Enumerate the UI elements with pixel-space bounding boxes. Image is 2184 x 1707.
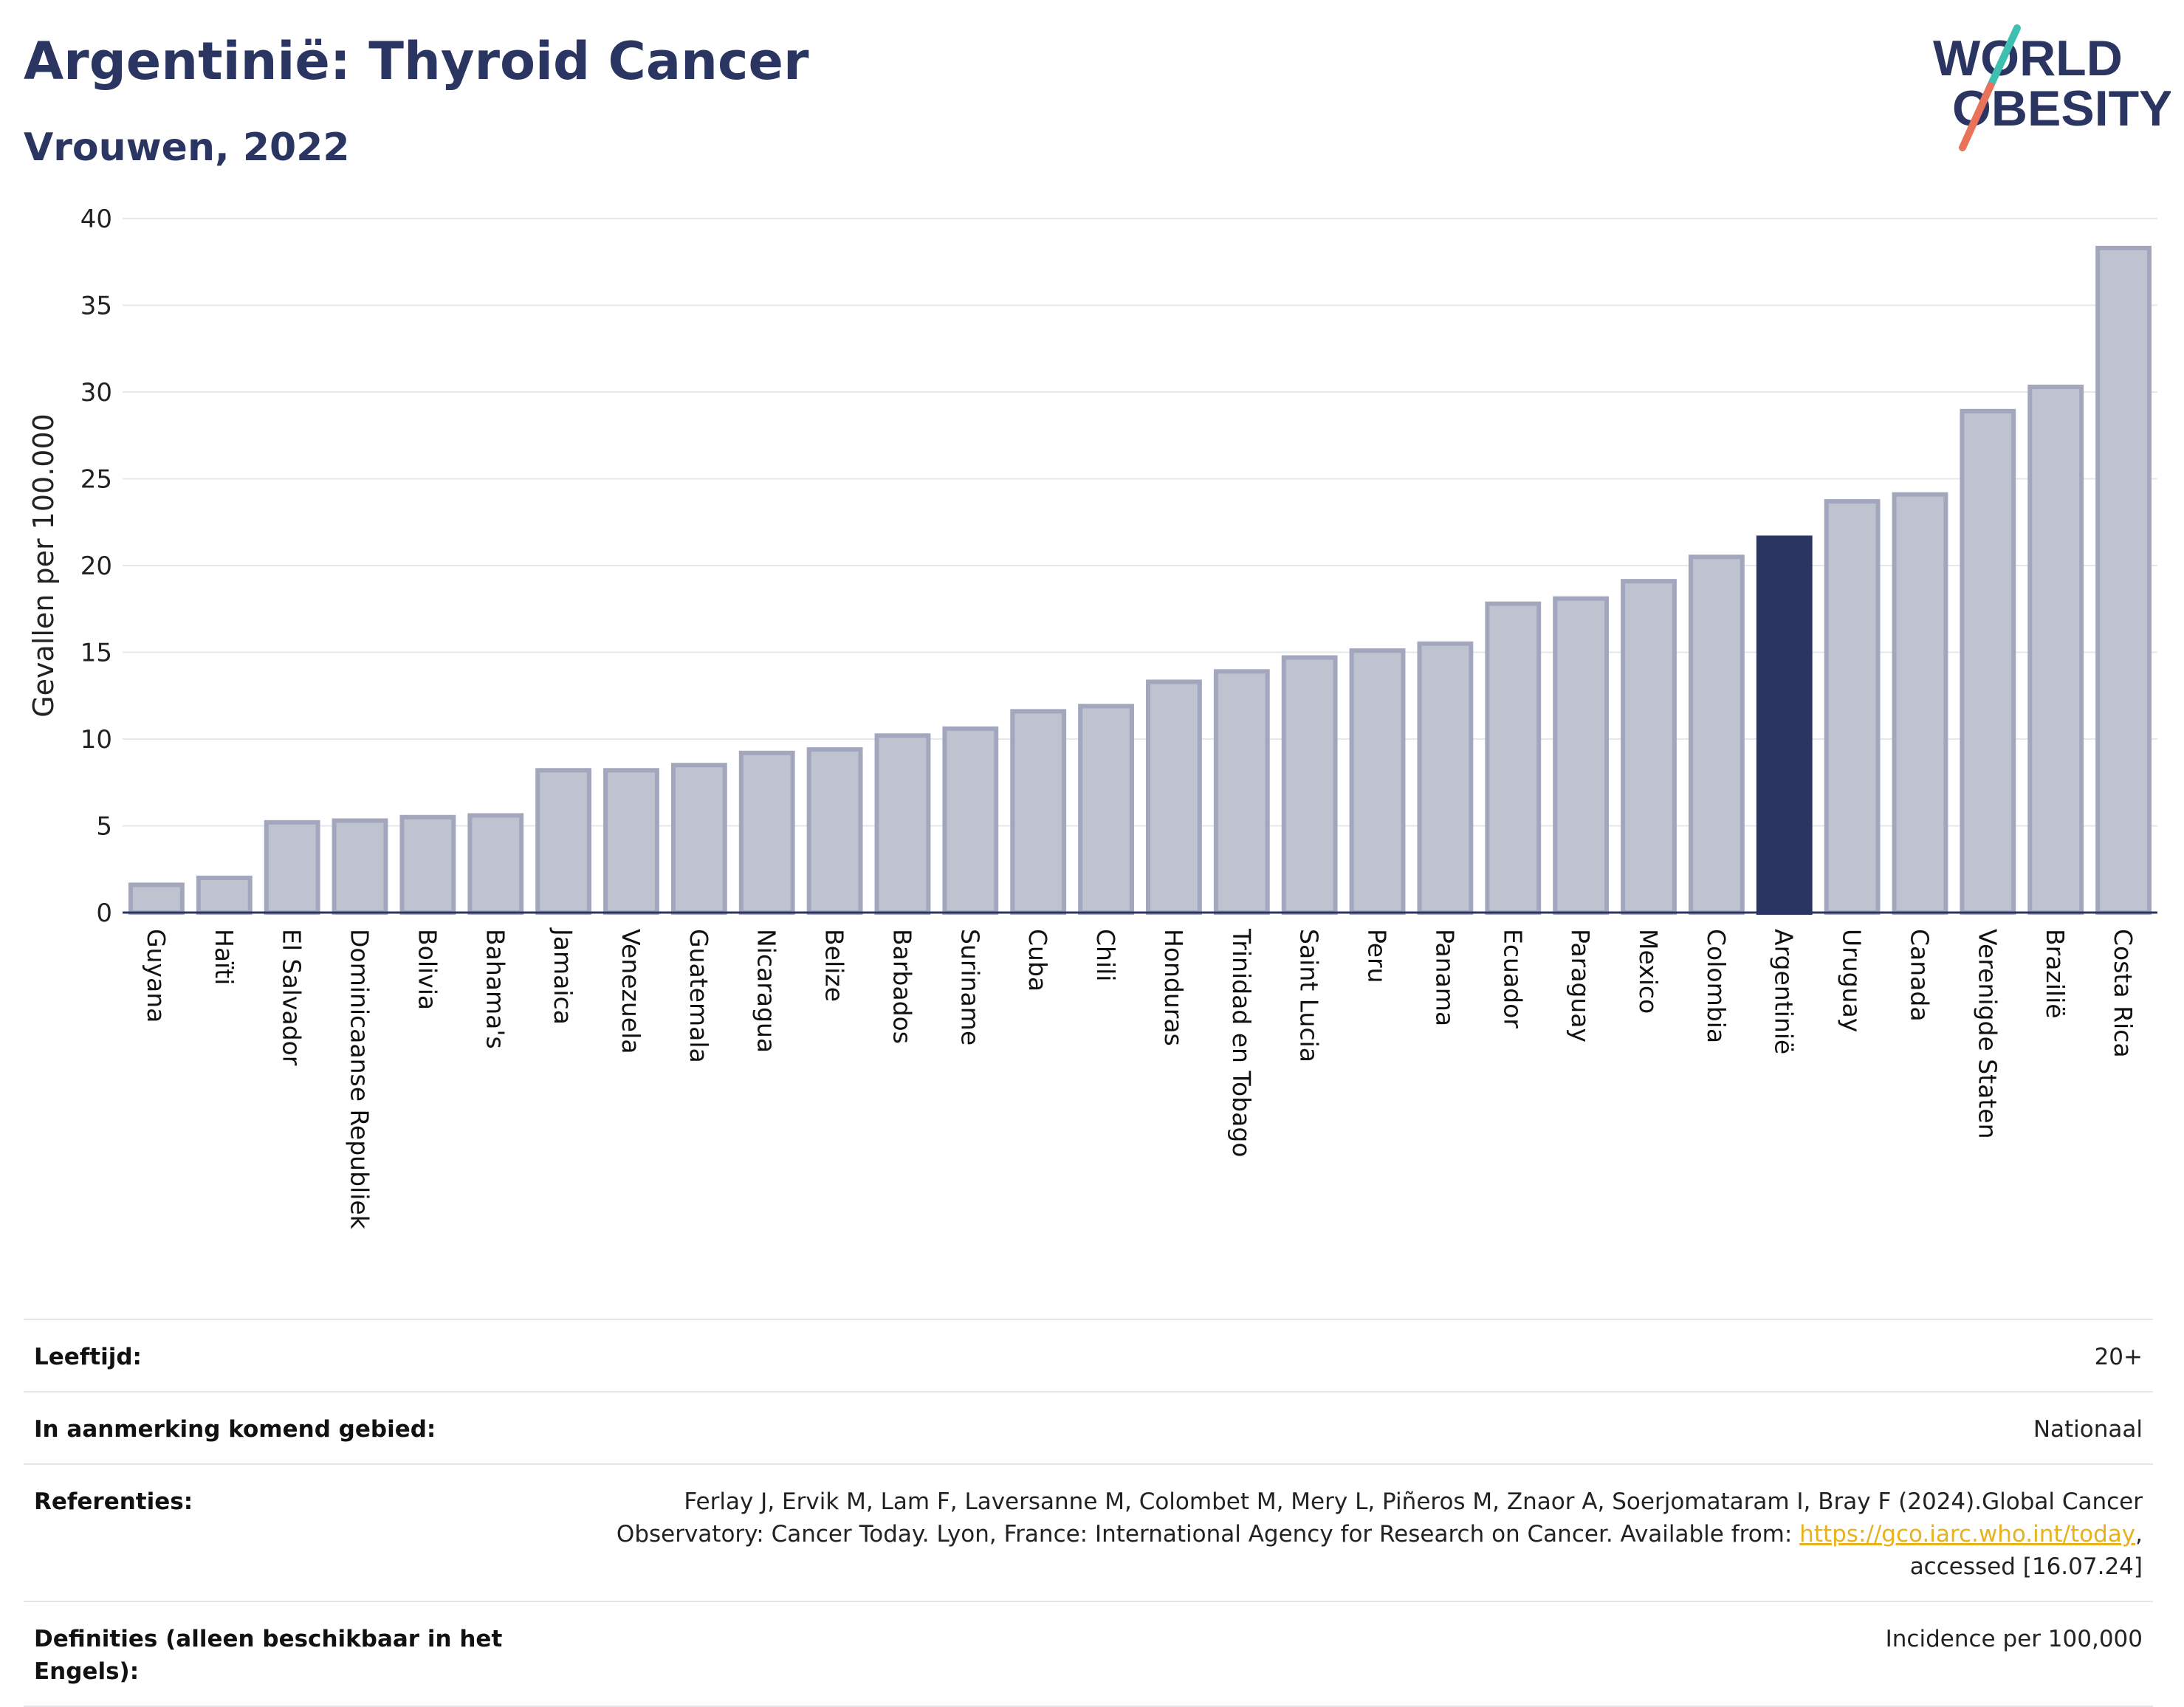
x-tick-label: Guatemala: [684, 929, 713, 1063]
bar: [1621, 579, 1677, 916]
y-tick-label: 25: [80, 465, 112, 495]
x-tick-label: El Salvador: [278, 929, 306, 1066]
world-obesity-logo: WORLD OBESITY: [1933, 24, 2171, 151]
x-tick-label: Suriname: [955, 929, 984, 1045]
bar: [874, 733, 931, 915]
bar: [942, 726, 999, 916]
y-tick-label: 0: [96, 899, 112, 928]
bar: [1824, 499, 1881, 915]
x-tick-label: Panama: [1430, 929, 1459, 1026]
bar: [1349, 648, 1406, 916]
y-axis-label: Gevallen per 100.000: [27, 413, 60, 718]
x-tick-label: Argentinië: [1770, 929, 1799, 1054]
x-tick-label: Canada: [1905, 929, 1934, 1022]
x-tick-label: Saint Lucia: [1295, 929, 1324, 1062]
bar: [2027, 384, 2084, 915]
references-accessed: , accessed [16.07.24]: [1909, 1521, 2143, 1580]
bar-chart: 0 5 10 15 20 25 30 35 40 Gevallen per 100.000 Guya…: [27, 205, 2157, 1230]
age-label: Leeftijd:: [34, 1344, 142, 1370]
bar: [2095, 245, 2152, 915]
x-tick-label: Chili: [1091, 929, 1120, 981]
references-link[interactable]: https://gco.iarc.who.int/today: [1799, 1521, 2136, 1548]
x-tick-label: Barbados: [887, 929, 916, 1044]
area-value: Nationaal: [2033, 1416, 2143, 1443]
bar: [1078, 704, 1134, 915]
bar: [1417, 641, 1474, 915]
x-tick-label: Guyana: [142, 929, 171, 1023]
metadata-table: Leeftijd: 20+ In aanmerking komend gebie…: [24, 1319, 2153, 1707]
y-tick-label: 40: [80, 205, 112, 234]
y-tick-label: 15: [80, 639, 112, 668]
chart-subtitle: Vrouwen, 2022: [24, 126, 350, 170]
references-value: Ferlay J, Ervik M, Lam F, Laversanne M, …: [555, 1486, 2143, 1583]
x-tick-label: Paraguay: [1566, 929, 1595, 1043]
bar: [806, 747, 863, 915]
age-value: 20+: [2094, 1344, 2143, 1370]
definitions-label: Definities (alleen beschikbaar in het En…: [34, 1626, 503, 1685]
bar: [535, 768, 592, 916]
definitions-value: Incidence per 100,000: [1885, 1626, 2143, 1652]
x-tick-label: Verenigde Staten: [1973, 929, 2002, 1139]
x-tick-label: Cuba: [1023, 929, 1052, 992]
y-tick-label: 5: [96, 812, 112, 842]
bar: [1756, 535, 1813, 916]
x-tick-label: Trinidad en Tobago: [1227, 928, 1256, 1158]
bar: [128, 882, 185, 916]
bar: [738, 750, 795, 915]
bar: [196, 876, 253, 915]
logo-slash-coral: [1959, 82, 1994, 151]
bar: [1213, 669, 1270, 915]
meta-row-definitions: Definities (alleen beschikbaar in het En…: [24, 1602, 2153, 1707]
bar: [1281, 655, 1338, 915]
meta-row-references: Referenties: Ferlay J, Ervik M, Lam F, L…: [24, 1465, 2153, 1602]
logo-line-world: WORLD: [1933, 30, 2123, 86]
bar: [1960, 408, 2016, 915]
bar: [264, 820, 320, 916]
area-label: In aanmerking komend gebied:: [34, 1416, 436, 1443]
bar: [467, 813, 524, 916]
bar: [1892, 492, 1948, 915]
x-tick-label: Jamaica: [549, 927, 577, 1025]
references-label: Referenties:: [34, 1488, 193, 1515]
x-tick-label: Haïti: [210, 929, 238, 985]
bar: [1146, 679, 1202, 915]
x-tick-label: Uruguay: [1838, 929, 1867, 1032]
bar: [670, 763, 727, 915]
bar: [603, 768, 659, 916]
x-tick-label: Mexico: [1634, 929, 1663, 1014]
x-tick-label: Belize: [820, 929, 849, 1002]
y-tick-label: 35: [80, 292, 112, 321]
bar: [1485, 601, 1542, 915]
bar: [1688, 554, 1745, 915]
y-tick-label: 10: [80, 725, 112, 755]
x-tick-label: Peru: [1363, 929, 1392, 983]
x-tick-label: Honduras: [1159, 929, 1188, 1046]
y-tick-label: 20: [80, 552, 112, 581]
x-tick-label: Dominicaanse Republiek: [346, 929, 374, 1230]
x-tick-label: Brazilië: [2041, 929, 2070, 1019]
x-tick-label: Nicaragua: [752, 929, 781, 1053]
x-tick-label: Bahama's: [481, 929, 509, 1049]
meta-row-area: In aanmerking komend gebied: Nationaal: [24, 1392, 2153, 1465]
meta-row-age: Leeftijd: 20+: [24, 1320, 2153, 1392]
bar: [332, 818, 388, 915]
x-tick-label: Bolivia: [413, 929, 442, 1010]
x-tick-label: Costa Rica: [2109, 929, 2137, 1058]
x-tick-label: Venezuela: [617, 929, 645, 1054]
bar: [1553, 596, 1610, 916]
chart-title: Argentinië: Thyroid Cancer: [24, 31, 809, 92]
logo-slash-teal: [1987, 24, 2021, 89]
bar: [1010, 709, 1067, 916]
references-text: Ferlay J, Ervik M, Lam F, Laversanne M, …: [616, 1488, 2143, 1548]
bar: [399, 814, 456, 915]
x-tick-label: Ecuador: [1498, 929, 1527, 1028]
y-tick-label: 30: [80, 378, 112, 408]
x-tick-label: Colombia: [1702, 929, 1731, 1043]
